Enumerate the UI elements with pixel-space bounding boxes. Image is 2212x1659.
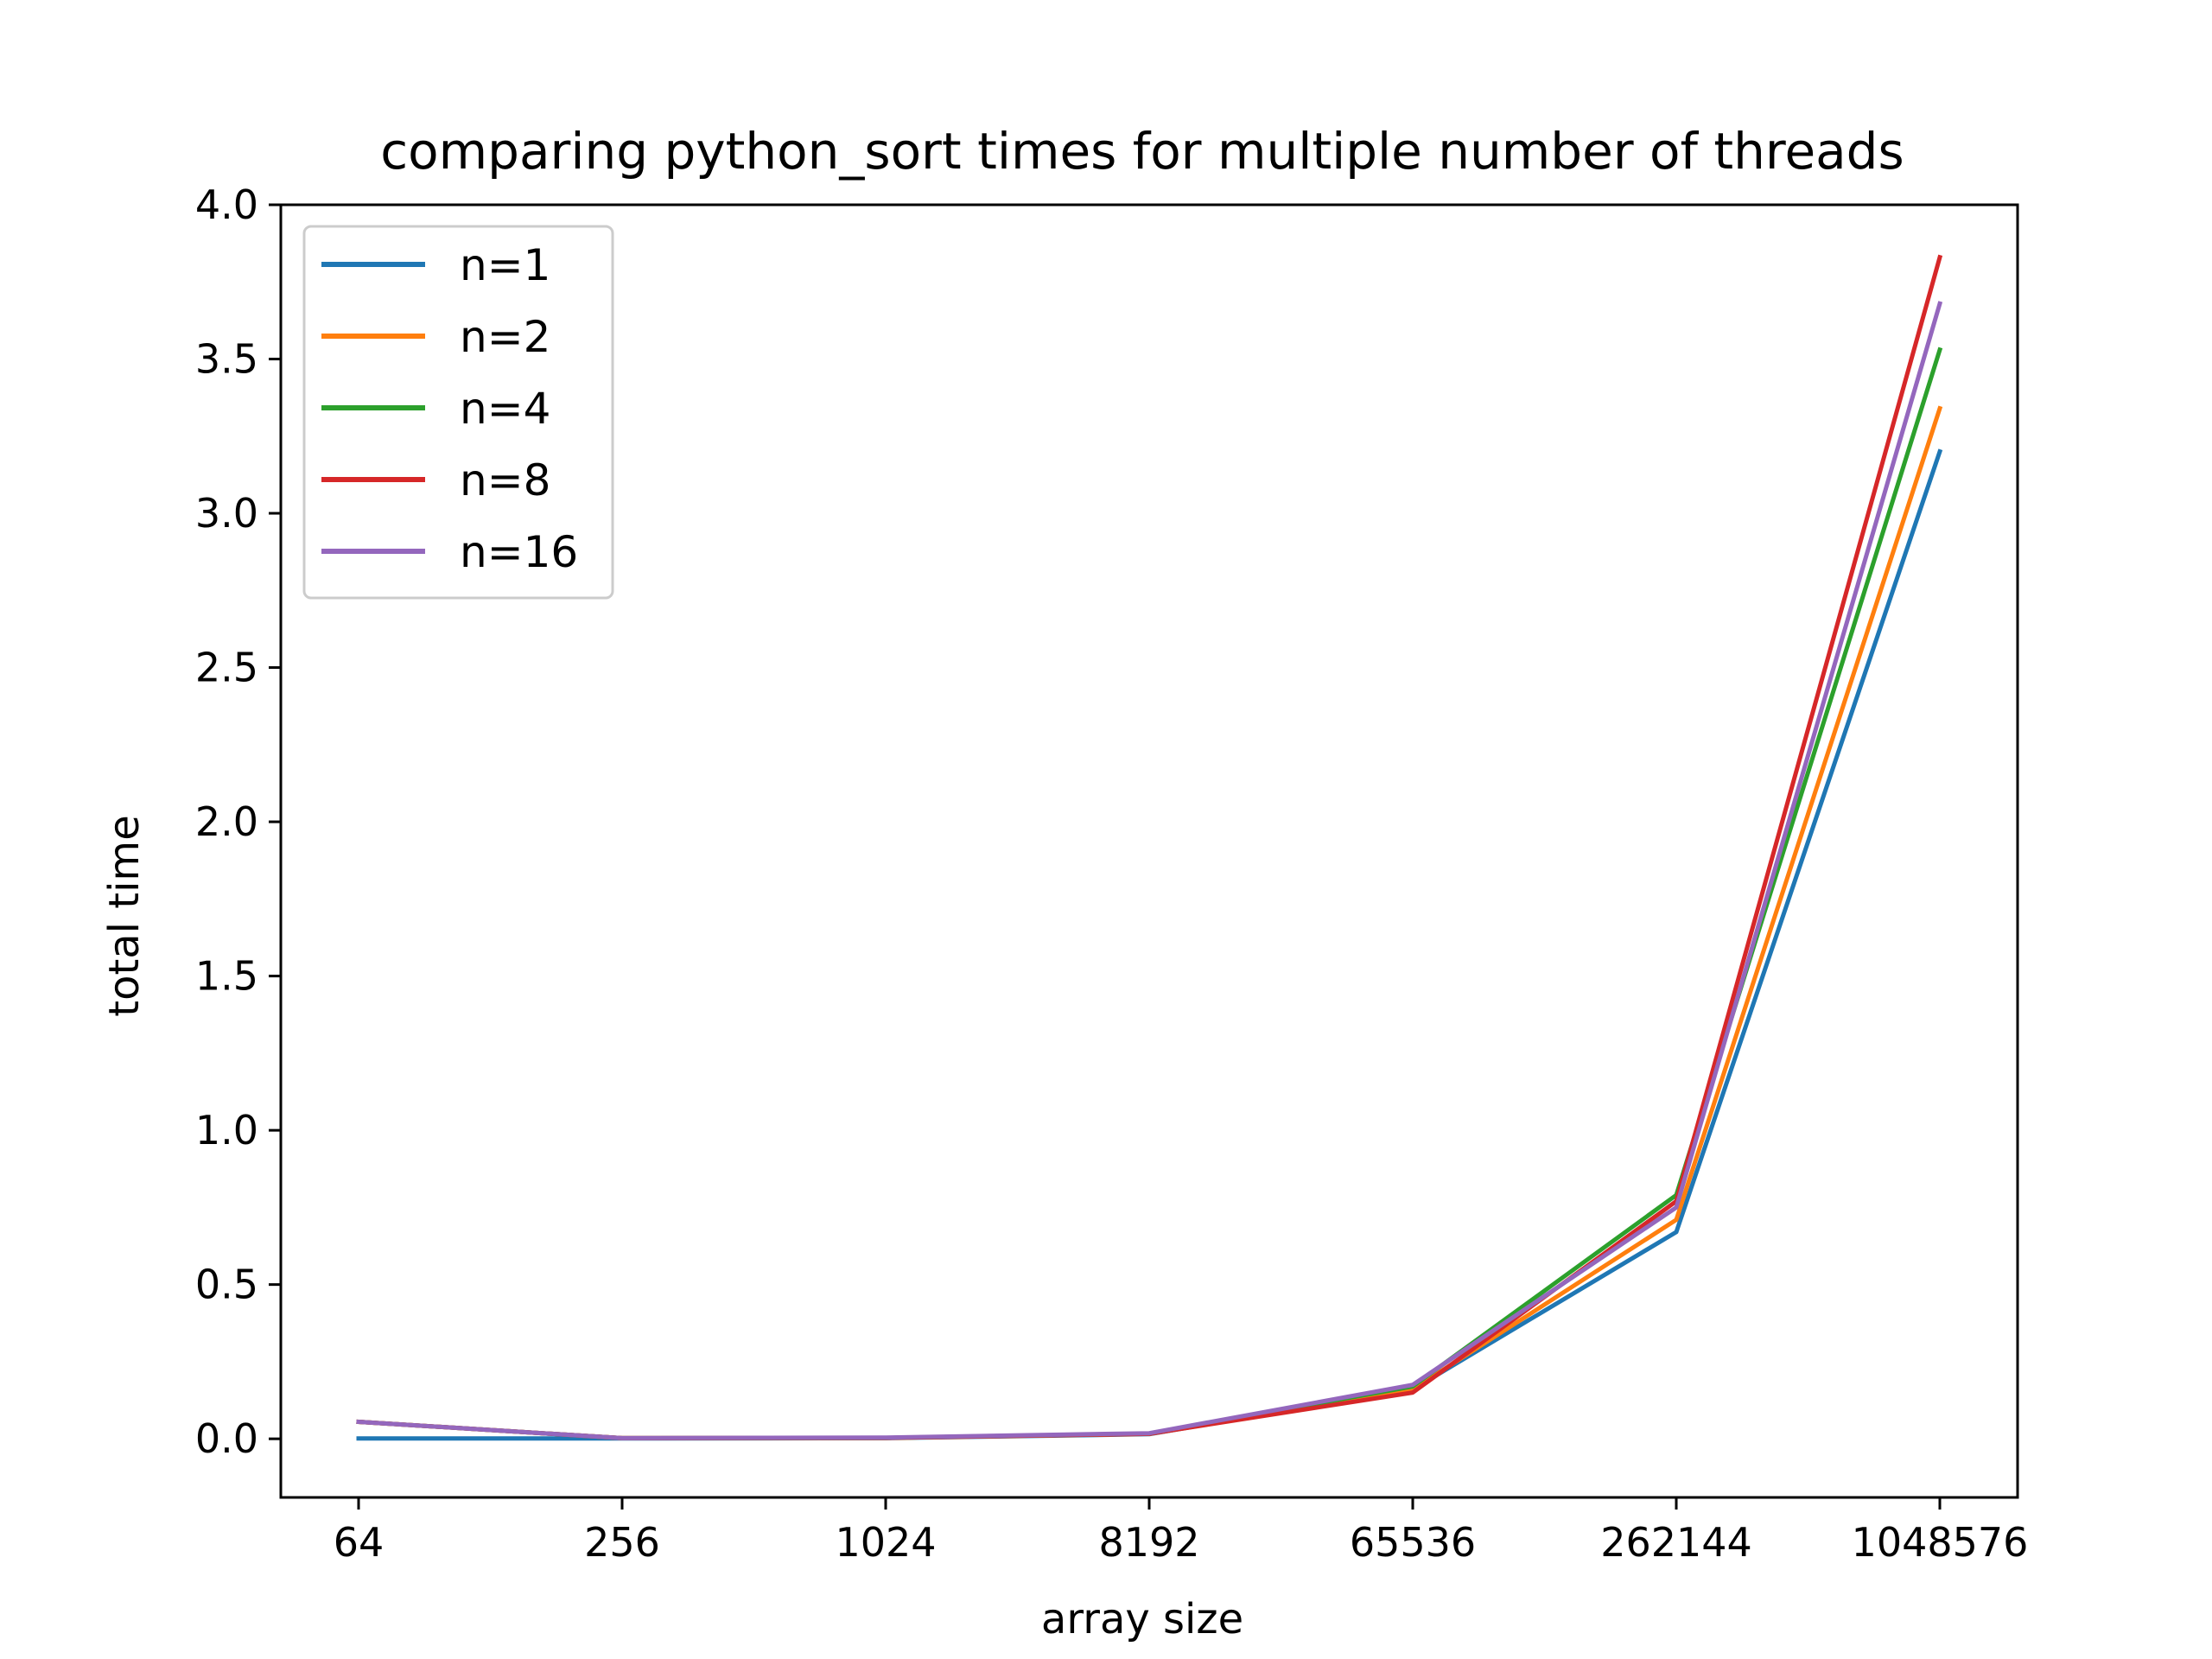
y-tick-label: 0.0: [195, 1415, 258, 1462]
series-line-n=16: [356, 301, 1943, 1440]
x-tick-label: 8192: [1098, 1519, 1199, 1566]
y-axis-label: total time: [100, 815, 149, 1016]
x-tick-label: 1048576: [1852, 1519, 2029, 1566]
axes-layer: 64 256 1024 8192 65536 262144 1048576 0.0 0.5 1.0…: [195, 181, 2029, 1566]
y-tick-label: 3.5: [195, 336, 258, 383]
legend: n=1 n=2 n=4 n=8 n=16: [302, 225, 614, 600]
y-tick-label: 4.0: [195, 181, 258, 228]
y-tick-label: 2.0: [195, 798, 258, 845]
legend-label-n=2: n=2: [460, 312, 550, 362]
x-tick-label: 65536: [1350, 1519, 1476, 1566]
y-tick-label: 1.5: [195, 953, 258, 1000]
y-tick-label: 2.5: [195, 645, 258, 691]
y-tick-label: 0.5: [195, 1262, 258, 1308]
legend-label-n=1: n=1: [460, 240, 550, 290]
x-tick-label: 1024: [835, 1519, 936, 1566]
chart-title: comparing python_sort times for multiple…: [380, 122, 1904, 181]
legend-label-n=16: n=16: [460, 527, 578, 577]
x-tick-label: 256: [584, 1519, 660, 1566]
x-axis-label: array size: [1041, 1595, 1243, 1643]
legend-label-n=4: n=4: [460, 384, 550, 434]
x-tick-label: 64: [334, 1519, 385, 1566]
legend-label-n=8: n=8: [460, 455, 550, 505]
legend-frame: [302, 225, 614, 600]
x-tick-label: 262144: [1600, 1519, 1752, 1566]
y-tick-label: 1.0: [195, 1107, 258, 1154]
series-layer: [356, 254, 1943, 1441]
y-tick-label: 3.0: [195, 490, 258, 537]
